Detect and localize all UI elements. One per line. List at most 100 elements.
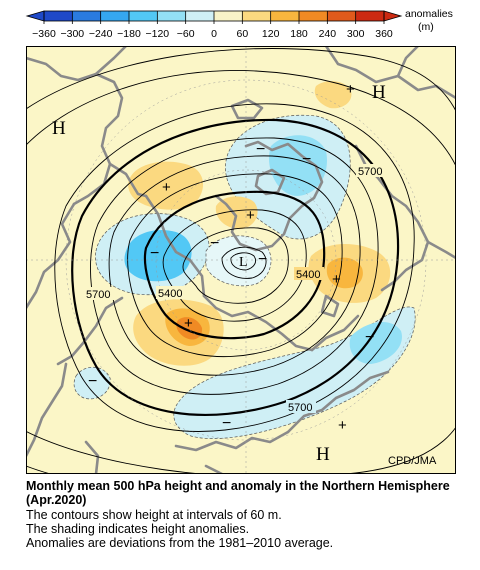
anomaly-area-negative	[124, 230, 192, 282]
colorbar-cell	[270, 11, 300, 21]
minus-mark: −	[256, 141, 265, 158]
minus-mark: −	[210, 235, 219, 252]
minus-mark: −	[222, 415, 231, 432]
anomaly-colorbar: −360 −300 −240 −180 −120 −60 0 60 120 180 240 300 36…	[25, 8, 453, 40]
coastline	[84, 440, 100, 474]
colorbar-ticks: −360 −300 −240 −180 −120 −60 0 60 120 180 240 300 36…	[32, 11, 393, 40]
minus-mark: −	[258, 251, 267, 268]
contour-label: 5700	[288, 402, 312, 414]
colorbar-unit-label: anomalies	[405, 8, 453, 20]
colorbar-unit-sub-label: (m)	[418, 21, 434, 33]
coastline	[56, 296, 124, 366]
coastline	[174, 430, 290, 452]
contour-line	[26, 48, 456, 113]
credit-label: CPD/JMA	[388, 455, 437, 467]
coastline	[396, 46, 420, 78]
coastline	[144, 194, 206, 298]
coastline	[230, 98, 264, 120]
colorbar-cell	[185, 11, 215, 21]
contour-line	[26, 70, 456, 167]
colorbar-tick-label: −120	[146, 28, 170, 40]
colorbar-tick-label: −60	[177, 28, 195, 40]
contour-line	[71, 118, 400, 416]
minus-mark: −	[365, 329, 374, 346]
plus-mark: +	[162, 179, 171, 196]
contour-line	[127, 173, 343, 358]
minus-mark: −	[150, 245, 159, 262]
colorbar-cell	[44, 11, 73, 21]
caption-title: Monthly mean 500 hPa height and anomaly …	[26, 479, 450, 507]
contour-line	[182, 227, 289, 304]
coastline	[254, 168, 286, 196]
negative-anomaly-marks: − − − − − − − −	[88, 141, 374, 432]
contour-label: 5400	[158, 288, 182, 300]
colorbar-cell	[214, 11, 243, 21]
coastline	[310, 314, 360, 352]
coastline	[204, 464, 224, 474]
plus-mark: +	[246, 207, 255, 224]
contour-line	[26, 426, 456, 474]
coastline	[286, 370, 390, 434]
high-pressure-label: H	[316, 444, 330, 465]
map-frame	[26, 46, 456, 474]
positive-anomaly-marks: + + + + + +	[162, 81, 355, 434]
coastline	[244, 140, 324, 220]
colorbar-cell	[72, 11, 102, 21]
colorbar-cell	[129, 11, 158, 21]
colorbar-right-arrow	[383, 10, 403, 22]
coastline	[214, 194, 292, 252]
colorbar-tick-label: 360	[375, 28, 393, 40]
coastline	[26, 362, 68, 458]
plus-mark: +	[184, 315, 193, 332]
hemisphere-map: 5700 5400 5700 5400 5700 H H H L + + + +…	[26, 46, 456, 474]
colorbar-tick-label: 180	[290, 28, 308, 40]
colorbar-tick-label: 0	[211, 28, 217, 40]
colorbar-tick-label: −180	[117, 28, 141, 40]
contour-label: 5400	[296, 269, 320, 281]
contour-line	[108, 155, 361, 376]
caption-line: The contours show height at intervals of…	[26, 508, 282, 522]
coastline	[324, 46, 456, 100]
caption-line: Anomalies are deviations from the 1981–2…	[26, 536, 334, 550]
colorbar-tick-label: 120	[262, 28, 280, 40]
high-pressure-label: H	[52, 118, 66, 139]
colorbar-tick-label: −360	[32, 28, 56, 40]
contour-line	[221, 246, 267, 279]
coastline	[380, 240, 430, 292]
plus-mark: +	[338, 417, 347, 434]
contour-label-group: 5700 5400 5700 5400 5700	[84, 164, 386, 414]
coastline	[320, 294, 340, 318]
caption-line: The shading indicates height anomalies.	[26, 522, 250, 536]
minus-mark: −	[302, 151, 311, 168]
contour-label: 5700	[86, 289, 110, 301]
plus-mark: +	[332, 271, 341, 288]
colorbar-cell	[355, 11, 385, 21]
contour-line	[143, 190, 326, 340]
colorbar-cell	[157, 11, 187, 21]
coastline	[26, 56, 124, 206]
colorbar-tick-label: 240	[319, 28, 337, 40]
colorbar-cell	[100, 11, 130, 21]
plus-mark: +	[346, 81, 355, 98]
colorbar-cell	[327, 11, 357, 21]
anomaly-area-negative	[349, 321, 402, 364]
coastline	[94, 46, 128, 76]
positive-anomaly-shading	[128, 81, 391, 366]
minus-mark: −	[88, 373, 97, 390]
colorbar-left-arrow	[25, 10, 45, 22]
colorbar-tick-label: 60	[236, 28, 248, 40]
low-pressure-label: L	[239, 255, 248, 270]
contour-line	[54, 103, 415, 432]
height-contours	[26, 48, 456, 474]
colorbar-tick-label: −240	[89, 28, 113, 40]
colorbar-tick-label: 300	[347, 28, 365, 40]
contour-label: 5700	[358, 166, 382, 178]
negative-anomaly-shading	[73, 114, 416, 439]
colorbar-cell	[242, 11, 272, 21]
coastline	[202, 294, 314, 352]
high-pressure-label: H	[372, 82, 386, 103]
graticule	[26, 46, 456, 474]
colorbar-cells	[44, 11, 385, 21]
anomaly-area-positive	[314, 81, 352, 109]
colorbar-cell	[299, 11, 328, 21]
